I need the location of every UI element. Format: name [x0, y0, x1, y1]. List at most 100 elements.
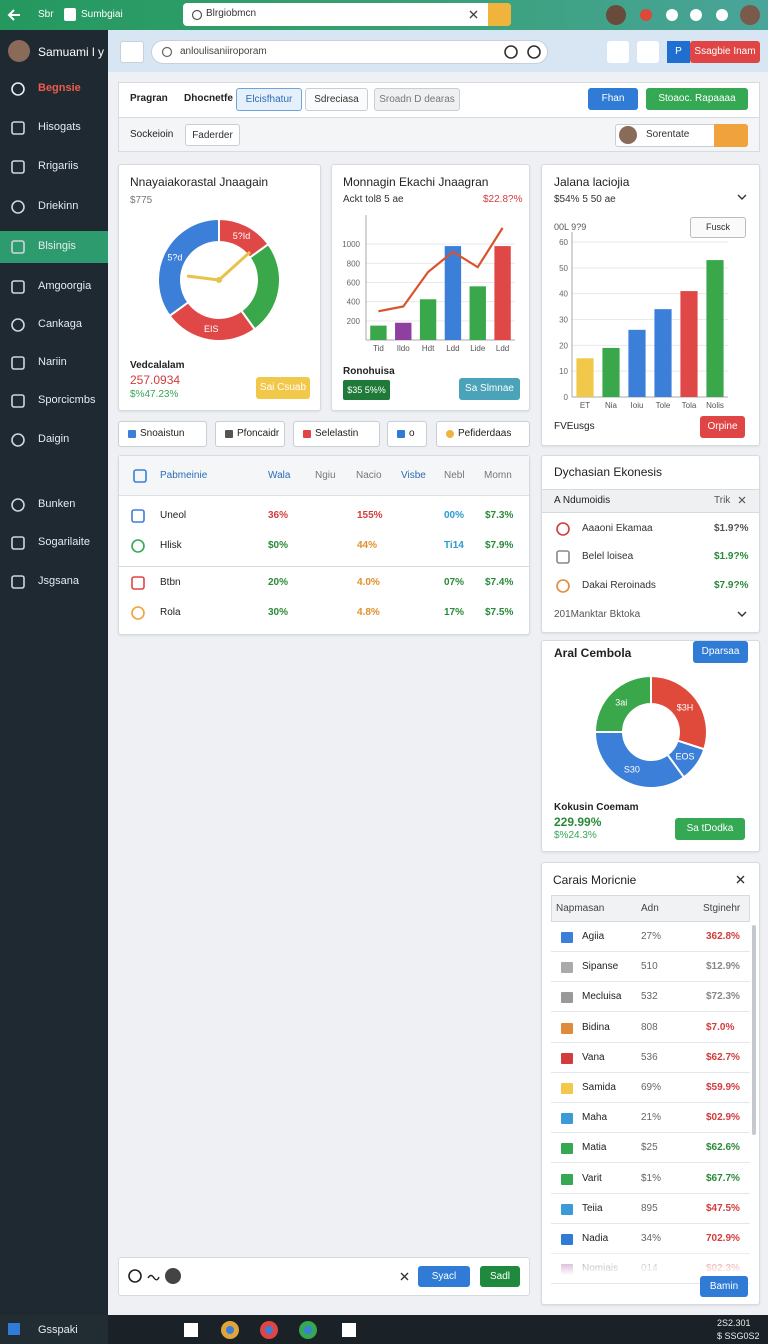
bar — [370, 325, 387, 340]
y-tick-label: 10 — [559, 367, 568, 376]
taskbar-app — [184, 1323, 198, 1337]
button[interactable]: Sai Csuab — [256, 377, 310, 399]
tab-text: Sumbgiai — [81, 9, 123, 20]
card-subtitle: $54% 5 50 ae — [554, 194, 616, 205]
bar — [680, 291, 698, 397]
cell: 30% — [268, 607, 289, 618]
tab[interactable]: Pragran — [130, 93, 168, 104]
cell: $0% — [268, 540, 289, 551]
nav-item[interactable]: Jsgsana — [38, 575, 79, 587]
icon-shape — [133, 469, 147, 483]
cell: $7.0% — [706, 1021, 735, 1033]
column-header: Wala — [268, 470, 291, 481]
button[interactable]: Stoaoc. Rapaaaa — [646, 88, 748, 110]
icon-shape — [131, 509, 145, 523]
card-subtitle: $775 — [130, 195, 153, 206]
app — [265, 1326, 273, 1334]
cell: 36% — [268, 510, 289, 521]
icon-shape — [11, 121, 25, 135]
app — [184, 1323, 198, 1337]
cell: 27% — [641, 931, 662, 942]
x-tick-label: Ioiu — [631, 401, 644, 410]
top-icon — [606, 5, 626, 25]
close-icon — [400, 1272, 409, 1281]
tab[interactable]: Elcisfhatur — [236, 88, 302, 111]
row-name: Varit — [582, 1172, 602, 1184]
avatar — [8, 40, 30, 62]
metric-value: 229.99% — [554, 815, 602, 829]
icon-button[interactable] — [607, 41, 629, 63]
button[interactable]: Sa tDodka — [675, 818, 745, 840]
nav-item[interactable]: Sporcicmbs — [38, 394, 96, 406]
search-field[interactable] — [151, 40, 548, 64]
tab[interactable]: Dhocnetfe — [184, 93, 233, 104]
icon — [556, 522, 570, 536]
button[interactable]: Sa Slmnae — [459, 378, 520, 400]
small-button[interactable]: Fusck — [690, 217, 746, 238]
metric-label: Kokusin Coemam — [554, 802, 639, 813]
row-name: Mecluisa — [582, 991, 622, 1003]
cell: $62.6% — [706, 1142, 740, 1154]
close-icon — [736, 875, 745, 884]
button[interactable]: Sadl — [480, 1266, 520, 1287]
filter-box[interactable]: Faderder — [185, 124, 240, 146]
avatar — [619, 126, 637, 144]
action-button[interactable] — [387, 421, 427, 447]
y-tick-label: 20 — [559, 341, 568, 350]
icon — [11, 240, 25, 254]
nav-item[interactable]: Daigin — [38, 433, 70, 445]
tab[interactable]: Sroadn D dearas — [374, 88, 460, 111]
nav-item[interactable]: Amgoorgia — [38, 280, 92, 292]
tab[interactable]: Sdreciasa — [305, 88, 368, 111]
button[interactable]: Orpine — [700, 416, 745, 438]
menu-button[interactable] — [120, 41, 144, 63]
bar — [602, 347, 620, 397]
card — [541, 455, 760, 633]
icon-button[interactable] — [637, 41, 659, 63]
bar-chart: 200 400 600 800 1000 Tid Ildo Hdt Ldd Lide Ldd — [342, 215, 515, 353]
button[interactable]: Bamin — [700, 1276, 748, 1297]
nav-item[interactable]: Cankaga — [38, 318, 83, 330]
icon — [11, 200, 25, 214]
icon-shape — [11, 240, 25, 254]
clock-date: $ SSG0S2 — [717, 1331, 760, 1341]
icon — [131, 509, 145, 523]
metric-label: Ronohuisa — [343, 366, 395, 377]
nav-item[interactable]: Sogarilaite — [38, 536, 90, 548]
button[interactable]: Fhan — [588, 88, 638, 110]
cell: 536 — [641, 1051, 658, 1063]
nav-item[interactable]: Hisogats — [38, 121, 81, 133]
nav-item[interactable]: Driekinn — [38, 200, 79, 212]
close-icon — [738, 496, 746, 504]
nav-item[interactable]: Begnsie — [38, 82, 81, 94]
button[interactable]: Dparsaa — [693, 641, 748, 663]
y-tick-label: 60 — [559, 238, 568, 247]
tab-text: Sbr — [38, 9, 54, 20]
cell: 4.8% — [357, 607, 380, 618]
bar — [628, 329, 646, 397]
nav-item[interactable]: Nariin — [38, 356, 67, 368]
icon — [11, 575, 25, 589]
composer-icons — [128, 1268, 181, 1284]
user-name: Sorentate — [646, 129, 690, 140]
ext-button[interactable] — [488, 3, 511, 26]
x-tick-label: Ldd — [446, 344, 459, 353]
card-title: Carais Moricnie — [553, 873, 637, 887]
icon — [161, 46, 173, 58]
primary-button[interactable]: Ssagbie Inam — [690, 41, 760, 63]
cell: 532 — [641, 991, 658, 1003]
icon-shape — [556, 579, 570, 593]
nav-item[interactable]: Bunken — [38, 498, 76, 510]
nav-item[interactable]: Blsingis — [38, 240, 76, 252]
nav-item[interactable]: Rrigariis — [38, 160, 79, 172]
address-bar[interactable] — [183, 3, 511, 26]
scrollbar — [752, 925, 756, 1135]
row-name: Rola — [160, 607, 181, 618]
flag-button[interactable]: P — [667, 41, 690, 63]
cell: $25 — [641, 1142, 658, 1154]
search-text: anloulisaniiroporam — [180, 46, 267, 57]
bar — [419, 299, 437, 340]
app — [342, 1323, 356, 1337]
cell: 702.9% — [706, 1233, 740, 1244]
button[interactable]: Syacl — [418, 1266, 470, 1287]
